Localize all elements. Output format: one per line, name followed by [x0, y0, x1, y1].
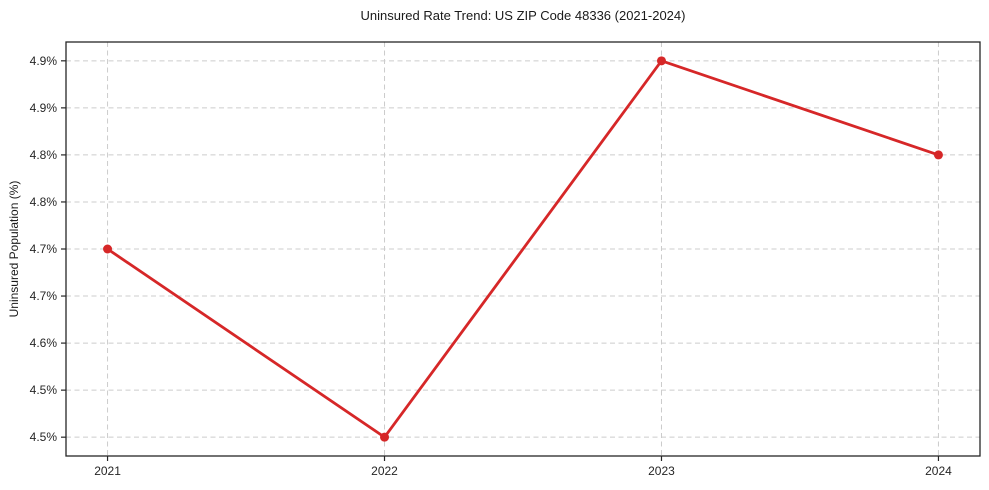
x-tick-label: 2023	[648, 464, 675, 478]
data-point	[380, 432, 390, 442]
chart-title: Uninsured Rate Trend: US ZIP Code 48336 …	[360, 8, 686, 23]
x-tick-label: 2024	[925, 464, 952, 478]
y-tick-label: 4.9%	[30, 101, 58, 115]
y-tick-label: 4.9%	[30, 54, 58, 68]
data-point	[103, 244, 113, 254]
y-tick-label: 4.8%	[30, 195, 58, 209]
y-tick-label: 4.6%	[30, 336, 58, 350]
x-tick-label: 2022	[371, 464, 398, 478]
y-tick-label: 4.5%	[30, 430, 58, 444]
y-tick-label: 4.8%	[30, 148, 58, 162]
y-tick-label: 4.7%	[30, 289, 58, 303]
data-point	[933, 150, 943, 160]
trend-line	[106, 59, 940, 439]
y-tick-label: 4.7%	[30, 242, 58, 256]
x-tick-label: 2021	[94, 464, 121, 478]
y-tick-label: 4.5%	[30, 383, 58, 397]
data-point	[656, 56, 666, 66]
